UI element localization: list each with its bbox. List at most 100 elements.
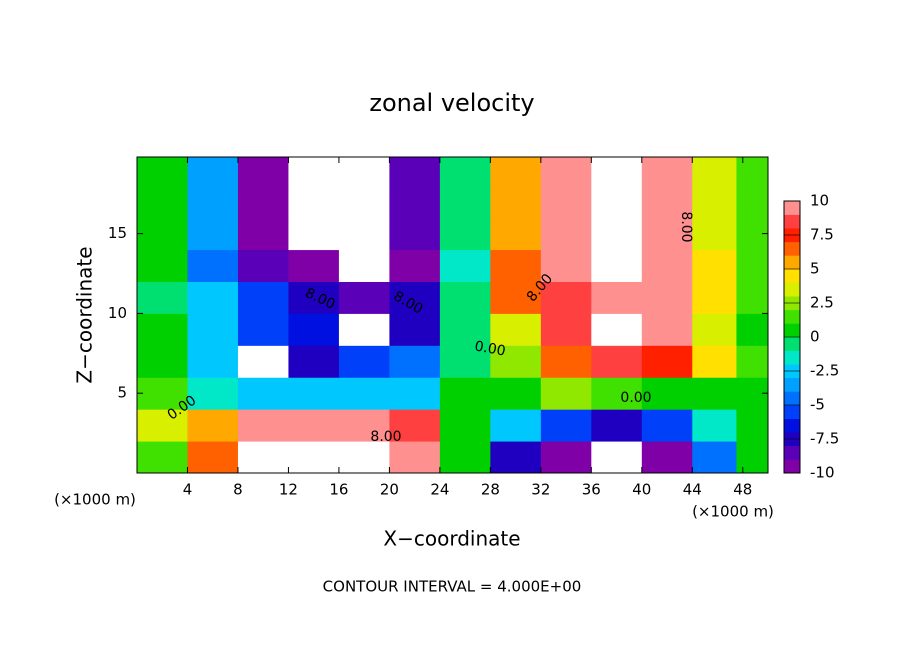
cell bbox=[591, 313, 643, 346]
colorbar-swatch bbox=[784, 459, 800, 474]
cell bbox=[439, 313, 491, 346]
y-tick-label: 5 bbox=[117, 384, 127, 402]
cell bbox=[692, 185, 737, 219]
cell bbox=[389, 157, 441, 187]
x-tick-label: 48 bbox=[733, 481, 752, 499]
cell bbox=[540, 157, 592, 187]
cell bbox=[389, 441, 441, 474]
cell bbox=[490, 345, 542, 378]
x-tick-label: 40 bbox=[632, 481, 651, 499]
cell bbox=[591, 157, 643, 187]
colorbar-tick-label: -10 bbox=[810, 464, 835, 482]
cell bbox=[591, 281, 643, 314]
cell bbox=[736, 441, 769, 474]
cell bbox=[288, 185, 340, 219]
cell bbox=[137, 217, 188, 251]
cell bbox=[338, 313, 390, 346]
colorbar-swatch bbox=[784, 201, 800, 215]
cell bbox=[736, 157, 769, 187]
cell bbox=[641, 249, 693, 282]
cell bbox=[237, 249, 289, 282]
cell bbox=[389, 377, 441, 410]
cell bbox=[237, 217, 289, 251]
x-tick-label: 24 bbox=[430, 481, 449, 499]
cell bbox=[692, 313, 737, 346]
footer: CONTOUR INTERVAL = 4.000E+00 bbox=[323, 578, 582, 596]
colorbar-tick-label: -7.5 bbox=[810, 430, 839, 448]
colorbar-swatch bbox=[784, 269, 800, 283]
x-unit-label: (×1000 m) bbox=[692, 503, 774, 521]
colorbar-tick-label: 5 bbox=[810, 260, 820, 278]
cell bbox=[692, 281, 737, 314]
colorbar-swatch bbox=[784, 214, 800, 229]
x-tick-label: 8 bbox=[233, 481, 243, 499]
cell bbox=[490, 377, 542, 410]
y-unit-label: (×1000 m) bbox=[54, 491, 136, 509]
cell bbox=[540, 281, 592, 314]
cell bbox=[540, 409, 592, 442]
colorbar-swatch bbox=[784, 445, 800, 460]
cell bbox=[591, 217, 643, 251]
cell bbox=[389, 313, 441, 346]
cell bbox=[490, 185, 542, 219]
cell bbox=[736, 249, 769, 282]
cell bbox=[439, 157, 491, 187]
colorbar-swatch bbox=[784, 405, 800, 419]
x-tick-label: 20 bbox=[380, 481, 399, 499]
cell bbox=[137, 441, 188, 474]
cell bbox=[338, 249, 390, 282]
cell bbox=[540, 217, 592, 251]
contour-label: 8.00 bbox=[678, 211, 694, 242]
cell bbox=[338, 377, 390, 410]
cell bbox=[591, 409, 643, 442]
cell bbox=[389, 185, 441, 219]
cell bbox=[641, 409, 693, 442]
cell bbox=[187, 249, 239, 282]
cell bbox=[692, 377, 737, 410]
x-axis-label: X−coordinate bbox=[383, 527, 520, 551]
colorbar-swatch bbox=[784, 377, 800, 392]
cell bbox=[439, 345, 491, 378]
cell bbox=[641, 441, 693, 474]
x-tick-label: 32 bbox=[531, 481, 550, 499]
cell bbox=[187, 441, 239, 474]
cell bbox=[237, 377, 289, 410]
cell bbox=[187, 345, 239, 378]
x-tick-label: 44 bbox=[683, 481, 702, 499]
cell bbox=[439, 377, 491, 410]
colorbar-swatch bbox=[784, 255, 800, 270]
cell bbox=[338, 281, 390, 314]
cell bbox=[439, 249, 491, 282]
cell bbox=[137, 345, 188, 378]
cell bbox=[540, 249, 592, 282]
cell bbox=[439, 441, 491, 474]
cell bbox=[641, 281, 693, 314]
cell bbox=[591, 185, 643, 219]
x-tick-label: 16 bbox=[329, 481, 348, 499]
cell bbox=[490, 281, 542, 314]
cell bbox=[591, 377, 643, 410]
colorbar-tick-label: 2.5 bbox=[810, 294, 834, 312]
cell bbox=[490, 441, 542, 474]
cell bbox=[288, 377, 340, 410]
contour-label: 8.00 bbox=[370, 429, 401, 445]
cell bbox=[237, 345, 289, 378]
colorbar-swatch bbox=[784, 391, 800, 406]
cell bbox=[490, 409, 542, 442]
colorbar-swatch bbox=[784, 309, 800, 324]
cell bbox=[187, 313, 239, 346]
cell bbox=[187, 409, 239, 442]
x-tick-label: 12 bbox=[279, 481, 298, 499]
cell bbox=[237, 313, 289, 346]
cell bbox=[137, 409, 188, 442]
y-tick-label: 15 bbox=[108, 224, 127, 242]
cell bbox=[490, 313, 542, 346]
cell bbox=[137, 185, 188, 219]
colorbar-tick-label: 10 bbox=[810, 192, 829, 210]
cell bbox=[288, 281, 340, 314]
cell bbox=[187, 185, 239, 219]
cell bbox=[137, 377, 188, 410]
cell bbox=[641, 157, 693, 187]
plot-frame bbox=[136, 156, 769, 474]
